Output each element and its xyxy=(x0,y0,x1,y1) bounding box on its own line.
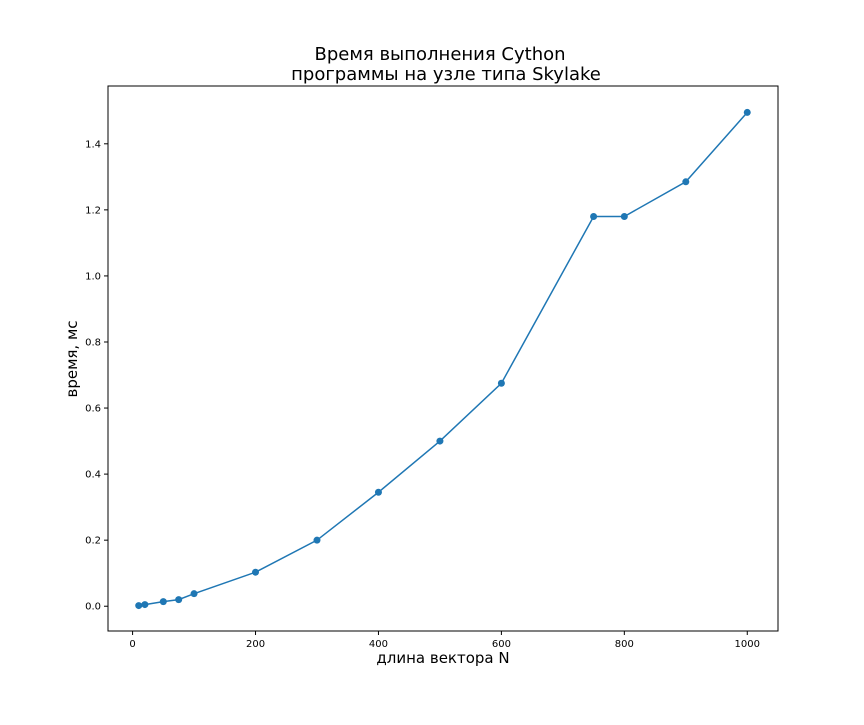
x-tick-label: 1000 xyxy=(735,639,760,650)
data-point xyxy=(141,601,149,609)
data-point xyxy=(436,437,444,445)
y-axis-label: время, мс xyxy=(63,320,81,397)
axes-frame xyxy=(107,85,779,632)
y-tick-label: 0.6 xyxy=(85,404,101,415)
data-point xyxy=(497,379,505,387)
data-point xyxy=(175,596,183,604)
data-point xyxy=(135,602,143,610)
data-point xyxy=(313,536,321,544)
x-tick-label: 600 xyxy=(492,639,511,650)
y-tick-label: 0.8 xyxy=(85,337,101,348)
y-tick-label: 0.0 xyxy=(85,602,101,613)
x-tick-label: 0 xyxy=(129,639,135,650)
x-axis-label: длина вектора N xyxy=(376,649,509,667)
plot-series xyxy=(135,108,751,610)
y-tick-label: 1.2 xyxy=(85,205,101,216)
data-point xyxy=(743,108,751,116)
y-tick-label: 0.2 xyxy=(85,536,101,547)
chart-title-line-2: программы на узле типа Skylake xyxy=(291,64,601,85)
y-tick-label: 1.4 xyxy=(85,139,101,150)
data-point xyxy=(620,212,628,220)
data-point xyxy=(682,178,690,186)
axis-ticks: 0 200 400 600 800 1000 0.0 0.2 0.4 0.6 0.8 1.0 1.2 1.… xyxy=(85,139,760,650)
x-tick-label: 800 xyxy=(615,639,634,650)
data-point xyxy=(190,590,198,598)
y-tick-label: 1.0 xyxy=(85,271,101,282)
x-tick-label: 400 xyxy=(369,639,388,650)
data-point xyxy=(252,568,260,576)
data-point xyxy=(374,488,382,496)
data-point xyxy=(590,212,598,220)
data-point xyxy=(159,598,167,606)
x-tick-label: 200 xyxy=(246,639,265,650)
chart-title: Время выполнения Cython программы на узл… xyxy=(291,44,601,85)
y-tick-label: 0.4 xyxy=(85,470,101,481)
chart-title-line-1: Время выполнения Cython xyxy=(314,44,565,65)
